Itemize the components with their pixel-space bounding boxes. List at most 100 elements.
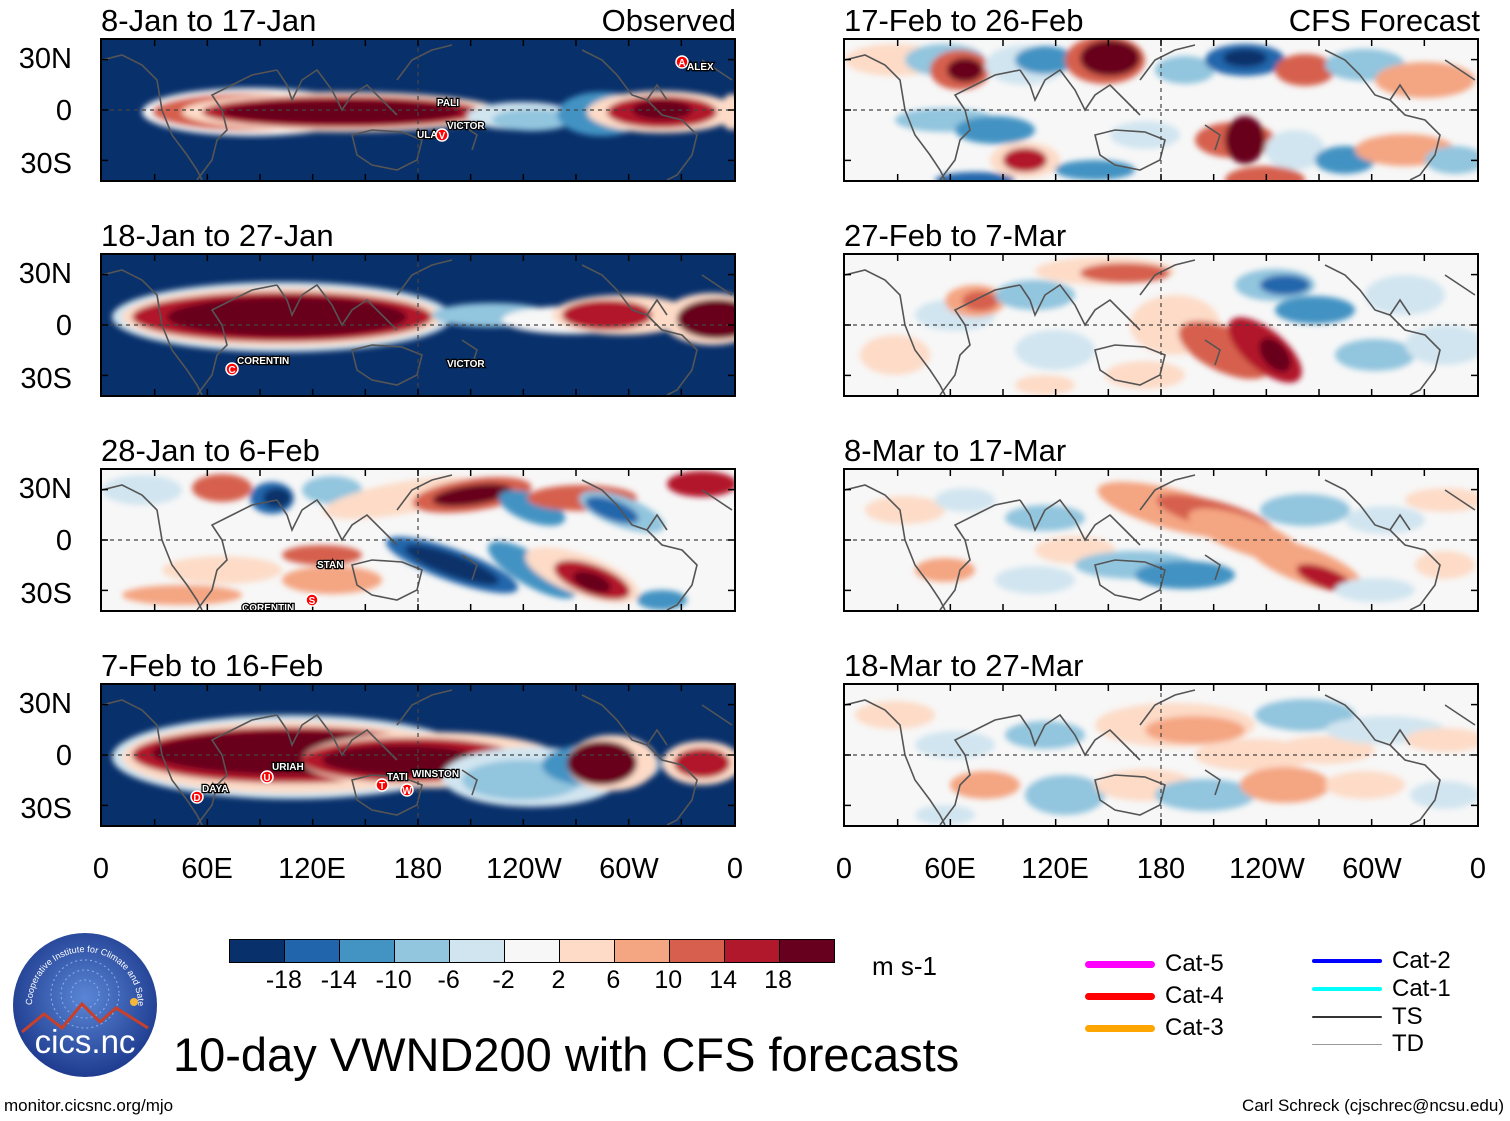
field-contour-blob (1415, 551, 1475, 579)
colorbar (229, 939, 835, 963)
coastline (581, 49, 668, 101)
field-contour-blob (935, 488, 995, 512)
coastline (1444, 59, 1476, 81)
coastline (1204, 554, 1221, 581)
xtick-label: 120E (278, 853, 346, 885)
field-contour-blob (1260, 494, 1350, 526)
colorbar-tick-label: 10 (654, 966, 683, 994)
legend-swatch (1085, 1024, 1155, 1032)
coastline (1139, 44, 1196, 81)
legend-label: TD (1392, 1030, 1424, 1057)
field-contour-blob (667, 471, 734, 497)
legend-swatch (1085, 992, 1155, 1000)
storm-marker (225, 362, 239, 376)
colorbar-bin (450, 940, 505, 962)
xtick-label: 120W (1229, 853, 1305, 885)
field-contour-blob (102, 475, 182, 505)
cics-logo-graphic: Cooperative Institute for Climate and Sa… (9, 924, 157, 1077)
storm-symbol: D (193, 793, 200, 804)
ytick-label: 30S (20, 363, 72, 395)
storm-marker (400, 783, 414, 797)
legend-label: Cat-3 (1165, 1014, 1224, 1041)
xtick-label: 60E (181, 853, 233, 885)
coastline (1019, 68, 1141, 116)
field-contour-blob (1325, 771, 1405, 799)
legend-item-cat-3: Cat-3 (1085, 1014, 1265, 1044)
footer-url: monitor.cicsnc.org/mjo (4, 1096, 174, 1115)
legend-item-ts: TS (1312, 1003, 1492, 1033)
colorbar-bin (285, 940, 340, 962)
coastline (701, 704, 733, 726)
legend-swatch (1312, 1016, 1382, 1018)
panel-title-obs-3: 28-Jan to 6-Feb (101, 433, 320, 468)
coastline (1019, 283, 1141, 331)
storm-symbol: T (379, 781, 385, 792)
units-label: m s-1 (872, 951, 937, 981)
map-panel-observed-3: S STAN CORENTIN (100, 468, 736, 612)
coastline (1324, 479, 1411, 531)
field-contour-blob (1345, 506, 1425, 534)
legend-item-cat-5: Cat-5 (1085, 950, 1265, 980)
field-contour-blob (572, 571, 612, 593)
coastline (351, 344, 423, 386)
field-contour-blob (1105, 361, 1185, 389)
legend-label: Cat-2 (1392, 947, 1451, 974)
panel-title-obs-4: 7-Feb to 16-Feb (101, 648, 324, 683)
field-contour-blob (915, 731, 995, 759)
storm-label: CORENTIN (242, 603, 294, 610)
colorbar-tick-label: -2 (492, 966, 515, 994)
coastline (646, 99, 698, 180)
field-contour-blob (1005, 505, 1085, 531)
colorbar-bin (780, 940, 834, 962)
coastline (276, 713, 398, 761)
ytick-label: 30S (20, 793, 72, 825)
map-svg (845, 255, 1477, 395)
coastline (581, 479, 668, 531)
field-contour-blob (1145, 716, 1245, 744)
coastline (701, 489, 733, 511)
footer-credit: Carl Schreck (cjschrec@ncsu.edu) (1242, 1096, 1504, 1115)
ytick-label: 30S (20, 578, 72, 610)
coastline (1444, 489, 1476, 511)
storm-marker (435, 128, 449, 142)
map-svg (845, 685, 1477, 825)
coastline (1389, 314, 1441, 395)
field-contour-blob (1005, 721, 1085, 749)
field-contour-blob (1155, 779, 1255, 811)
field-contour-blob (855, 701, 935, 729)
storm-marker (305, 593, 319, 607)
colorbar-bin (560, 940, 615, 962)
field-contour-blob (1375, 62, 1475, 98)
coastline (461, 124, 478, 151)
field-contour-blob (1080, 40, 1140, 76)
field-contour-blob (674, 748, 730, 778)
ytick-label: 30N (18, 43, 72, 75)
ytick-label: 30S (20, 148, 72, 180)
field-contour-blob (222, 100, 462, 124)
coastline (1139, 259, 1196, 296)
field-contour-blob (1335, 578, 1415, 602)
colorbar-tick-label: -6 (437, 966, 460, 994)
map-panel-observed-4: U URIAH D DAYA T TATI W WINSTON (100, 683, 736, 827)
storm-label: STAN (317, 560, 343, 571)
field-contour-blob (637, 590, 687, 610)
storm-label: PALI (437, 98, 459, 109)
coastline (1139, 689, 1196, 726)
coastline (1094, 344, 1166, 386)
coastline (276, 498, 398, 546)
colorbar-tick-label: 18 (764, 966, 792, 994)
xtick-label: 120W (486, 853, 562, 885)
coastline (1094, 774, 1166, 816)
legend-label: Cat-5 (1165, 950, 1224, 977)
xtick-label: 180 (1136, 853, 1186, 885)
field-contour-blob (1225, 166, 1305, 180)
field-contour-blob (677, 299, 734, 339)
coastline (396, 689, 453, 726)
field-contour-blob (1110, 121, 1180, 149)
field-contour-blob (955, 116, 1035, 144)
colorbar-tick-label: 2 (551, 966, 566, 994)
storm-label: VICTOR (447, 359, 485, 370)
storm-symbol: W (402, 786, 412, 797)
coastline (1324, 49, 1411, 101)
